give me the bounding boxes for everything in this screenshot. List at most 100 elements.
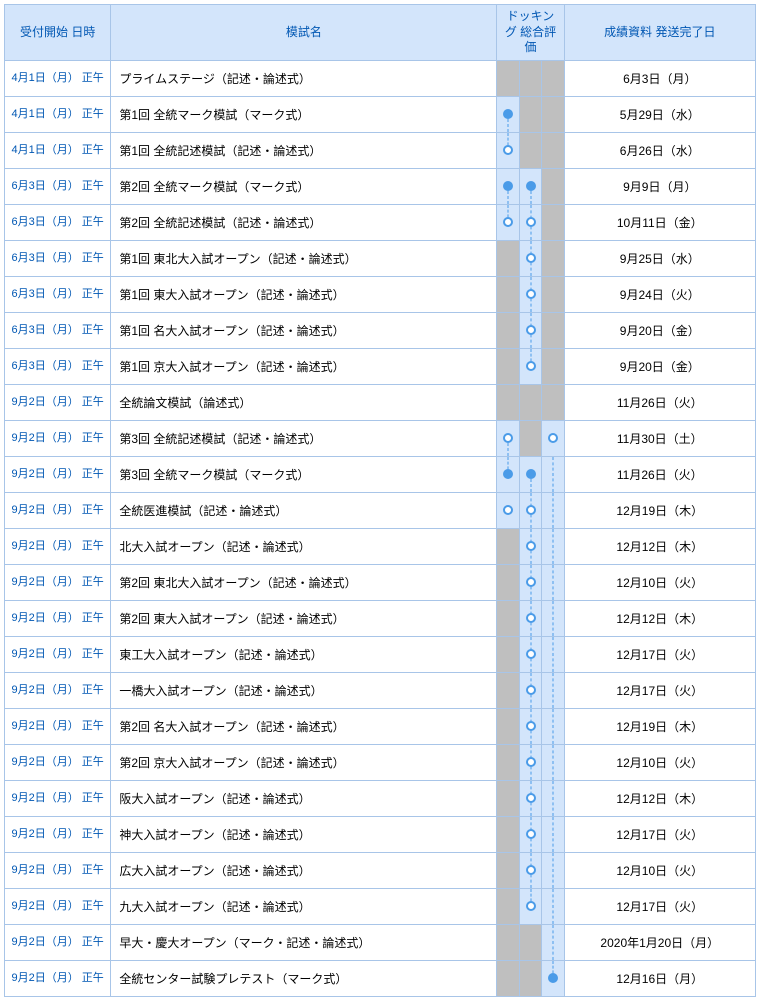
cell-date: 6月3日（月） 正午 xyxy=(5,312,111,348)
dock-cell xyxy=(497,132,519,168)
cell-ship: 5月29日（水） xyxy=(564,96,755,132)
table-row: 9月2日（月） 正午阪大入試オープン（記述・論述式）12月12日（木） xyxy=(5,780,756,816)
cell-name: 第2回 東大入試オープン（記述・論述式） xyxy=(111,600,497,636)
dock-cell xyxy=(497,924,519,960)
dock-cell xyxy=(497,888,519,924)
cell-ship: 12月17日（火） xyxy=(564,636,755,672)
cell-date: 9月2日（月） 正午 xyxy=(5,420,111,456)
dock-cell xyxy=(542,456,564,492)
table-row: 6月3日（月） 正午第2回 全統マーク模試（マーク式）9月9日（月） xyxy=(5,168,756,204)
dock-cell xyxy=(497,816,519,852)
cell-date: 4月1日（月） 正午 xyxy=(5,96,111,132)
cell-name: 第1回 全統記述模試（記述・論述式） xyxy=(111,132,497,168)
table-row: 9月2日（月） 正午第2回 東北大入試オープン（記述・論述式）12月10日（火） xyxy=(5,564,756,600)
dock-cell xyxy=(542,600,564,636)
dock-cell xyxy=(497,312,519,348)
dock-cell xyxy=(519,240,541,276)
header-name: 模試名 xyxy=(111,5,497,61)
table-row: 4月1日（月） 正午第1回 全統マーク模試（マーク式）5月29日（水） xyxy=(5,96,756,132)
dock-cell xyxy=(497,708,519,744)
dock-cell xyxy=(542,744,564,780)
dock-cell xyxy=(542,492,564,528)
cell-date: 9月2日（月） 正午 xyxy=(5,384,111,420)
cell-ship: 9月20日（金） xyxy=(564,348,755,384)
cell-date: 9月2日（月） 正午 xyxy=(5,456,111,492)
cell-name: 北大入試オープン（記述・論述式） xyxy=(111,528,497,564)
dock-cell xyxy=(519,312,541,348)
cell-date: 9月2日（月） 正午 xyxy=(5,528,111,564)
dock-cell xyxy=(542,888,564,924)
dock-cell xyxy=(519,672,541,708)
table-row: 9月2日（月） 正午全統医進模試（記述・論述式）12月19日（木） xyxy=(5,492,756,528)
dock-cell xyxy=(542,96,564,132)
cell-name: 第2回 全統記述模試（記述・論述式） xyxy=(111,204,497,240)
cell-name: 九大入試オープン（記述・論述式） xyxy=(111,888,497,924)
dock-cell xyxy=(519,744,541,780)
table-row: 9月2日（月） 正午第2回 東大入試オープン（記述・論述式）12月12日（木） xyxy=(5,600,756,636)
cell-ship: 2020年1月20日（月） xyxy=(564,924,755,960)
cell-name: 第2回 名大入試オープン（記述・論述式） xyxy=(111,708,497,744)
dock-cell xyxy=(497,348,519,384)
dock-cell xyxy=(519,348,541,384)
table-body: 4月1日（月） 正午プライムステージ（記述・論述式）6月3日（月）4月1日（月）… xyxy=(5,60,756,996)
cell-ship: 12月10日（火） xyxy=(564,852,755,888)
dock-cell xyxy=(519,96,541,132)
dock-cell xyxy=(542,168,564,204)
dock-cell xyxy=(497,456,519,492)
dock-cell xyxy=(497,744,519,780)
dock-cell xyxy=(519,492,541,528)
table-row: 4月1日（月） 正午プライムステージ（記述・論述式）6月3日（月） xyxy=(5,60,756,96)
dock-cell xyxy=(497,852,519,888)
cell-name: 第1回 東北大入試オープン（記述・論述式） xyxy=(111,240,497,276)
dock-cell xyxy=(519,708,541,744)
dock-cell xyxy=(542,276,564,312)
cell-date: 4月1日（月） 正午 xyxy=(5,132,111,168)
cell-name: 第1回 京大入試オープン（記述・論述式） xyxy=(111,348,497,384)
table-row: 9月2日（月） 正午第3回 全統マーク模試（マーク式）11月26日（火） xyxy=(5,456,756,492)
dock-cell xyxy=(542,924,564,960)
dock-cell xyxy=(497,384,519,420)
dock-cell xyxy=(497,276,519,312)
dock-cell xyxy=(542,420,564,456)
dock-cell xyxy=(519,960,541,996)
cell-ship: 12月17日（火） xyxy=(564,888,755,924)
dock-cell xyxy=(542,528,564,564)
cell-ship: 10月11日（金） xyxy=(564,204,755,240)
cell-name: 広大入試オープン（記述・論述式） xyxy=(111,852,497,888)
cell-name: 第1回 名大入試オープン（記述・論述式） xyxy=(111,312,497,348)
dock-cell xyxy=(497,564,519,600)
cell-date: 6月3日（月） 正午 xyxy=(5,204,111,240)
dock-cell xyxy=(497,168,519,204)
dock-cell xyxy=(542,636,564,672)
table-row: 6月3日（月） 正午第1回 東大入試オープン（記述・論述式）9月24日（火） xyxy=(5,276,756,312)
dock-cell xyxy=(542,672,564,708)
table-row: 9月2日（月） 正午九大入試オープン（記述・論述式）12月17日（火） xyxy=(5,888,756,924)
dock-cell xyxy=(497,204,519,240)
table-row: 4月1日（月） 正午第1回 全統記述模試（記述・論述式）6月26日（水） xyxy=(5,132,756,168)
cell-name: 一橋大入試オープン（記述・論述式） xyxy=(111,672,497,708)
cell-date: 9月2日（月） 正午 xyxy=(5,924,111,960)
cell-ship: 9月25日（水） xyxy=(564,240,755,276)
cell-ship: 9月9日（月） xyxy=(564,168,755,204)
dock-cell xyxy=(519,276,541,312)
dock-cell xyxy=(497,528,519,564)
table-row: 9月2日（月） 正午第2回 京大入試オープン（記述・論述式）12月10日（火） xyxy=(5,744,756,780)
exam-schedule-table: 受付開始 日時 模試名 ドッキング 総合評価 成績資料 発送完了日 4月1日（月… xyxy=(4,4,756,997)
cell-date: 6月3日（月） 正午 xyxy=(5,240,111,276)
dock-cell xyxy=(497,492,519,528)
cell-date: 9月2日（月） 正午 xyxy=(5,816,111,852)
cell-date: 9月2日（月） 正午 xyxy=(5,780,111,816)
cell-date: 6月3日（月） 正午 xyxy=(5,348,111,384)
dock-cell xyxy=(542,312,564,348)
dock-cell xyxy=(519,60,541,96)
cell-name: 全統医進模試（記述・論述式） xyxy=(111,492,497,528)
cell-ship: 12月16日（月） xyxy=(564,960,755,996)
table-row: 6月3日（月） 正午第1回 名大入試オープン（記述・論述式）9月20日（金） xyxy=(5,312,756,348)
table-row: 9月2日（月） 正午全統センター試験プレテスト（マーク式）12月16日（月） xyxy=(5,960,756,996)
cell-name: 第2回 全統マーク模試（マーク式） xyxy=(111,168,497,204)
cell-date: 9月2日（月） 正午 xyxy=(5,708,111,744)
cell-name: 第1回 東大入試オープン（記述・論述式） xyxy=(111,276,497,312)
cell-ship: 12月17日（火） xyxy=(564,672,755,708)
dock-cell xyxy=(519,816,541,852)
table-row: 9月2日（月） 正午早大・慶大オープン（マーク・記述・論述式）2020年1月20… xyxy=(5,924,756,960)
